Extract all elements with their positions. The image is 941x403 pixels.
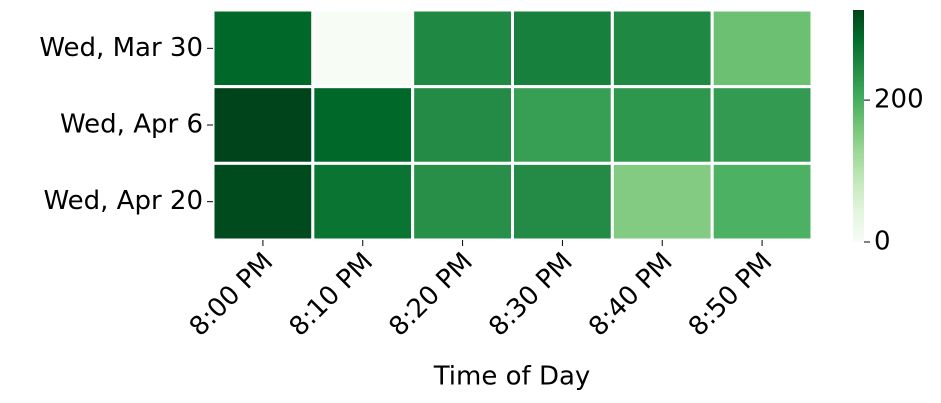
heatmap-cell [511, 8, 614, 89]
heatmap-cell [610, 85, 714, 165]
x-tick-label: 8:40 PM [583, 247, 678, 342]
y-tick-label: Wed, Apr 20 [43, 186, 203, 216]
heatmap-cell [411, 161, 514, 242]
heatmap-cell [211, 8, 315, 89]
heatmap-cell [710, 161, 814, 242]
heatmap-cell [311, 161, 415, 242]
x-axis-label: Time of Day [433, 362, 591, 392]
heatmap-cell [311, 8, 415, 89]
heatmap-cell [311, 85, 415, 165]
x-tick-label: 8:10 PM [284, 247, 379, 342]
x-tick-label: 8:20 PM [384, 247, 479, 342]
colorbar-tick-label: 0 [874, 227, 891, 257]
colorbar [853, 10, 864, 242]
heatmap-cell [511, 161, 614, 242]
y-tick-label: Wed, Apr 6 [60, 110, 203, 140]
heatmap-cell [211, 85, 315, 165]
heatmap-cell [411, 8, 514, 89]
heatmap-cell [710, 8, 814, 89]
heatmap-cell [610, 161, 714, 242]
x-tick-label: 8:50 PM [683, 247, 778, 342]
heatmap-cell [211, 161, 315, 242]
colorbar-tick-label: 200 [874, 85, 924, 115]
x-tick-label: 8:00 PM [184, 247, 279, 342]
heatmap-cell [411, 85, 514, 165]
heatmap-cell [511, 85, 614, 165]
heatmap-cell [710, 85, 814, 165]
y-tick-label: Wed, Mar 30 [39, 33, 203, 63]
x-tick-label: 8:30 PM [483, 247, 578, 342]
heatmap-cell [610, 8, 714, 89]
